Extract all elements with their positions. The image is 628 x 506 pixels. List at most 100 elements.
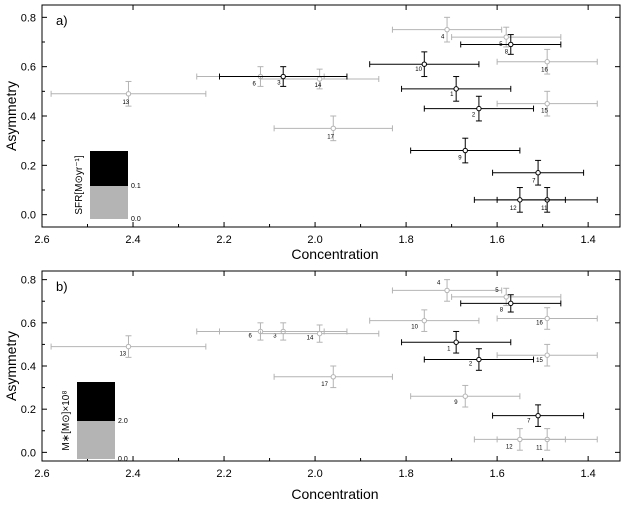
data-point-1: 1 [401, 76, 512, 102]
legend-level-high: 0.1 [131, 183, 141, 190]
data-point-12: 12 [473, 428, 566, 451]
x-tick-label: 1.6 [489, 234, 504, 246]
data-point-17: 17 [273, 115, 393, 142]
point-label: 14 [307, 336, 314, 342]
point-label: 12 [506, 444, 513, 450]
point-label: 9 [458, 156, 462, 162]
data-marker [421, 317, 427, 324]
data-marker [476, 105, 482, 112]
point-label: 16 [541, 68, 548, 74]
legend-swatch-light [90, 186, 128, 219]
y-tick-label: 0.6 [21, 62, 36, 74]
data-point-8: 8 [460, 34, 562, 55]
panel-label: a) [56, 13, 68, 28]
data-point-17: 17 [273, 365, 393, 389]
point-label: 12 [510, 206, 517, 212]
data-point-10: 10 [369, 51, 480, 78]
data-marker [453, 86, 459, 92]
x-tick-label: 2.6 [34, 468, 49, 480]
x-tick-label: 1.4 [580, 468, 595, 480]
x-tick-label: 1.4 [580, 234, 595, 246]
y-tick-label: 0.8 [21, 275, 36, 287]
data-point-10: 10 [369, 309, 480, 332]
data-point-9: 9 [410, 384, 521, 408]
y-tick-label: 0.4 [21, 361, 36, 373]
x-axis-title: Concentration [291, 486, 378, 502]
data-marker [125, 91, 132, 97]
data-marker [444, 287, 450, 294]
y-tick-label: 0.2 [21, 404, 36, 416]
x-tick-label: 2.4 [125, 468, 140, 480]
data-point-7: 7 [492, 159, 585, 186]
point-label: 4 [441, 35, 445, 41]
legend-level-low: 0.0 [118, 456, 128, 463]
data-point-4: 4 [391, 16, 503, 43]
y-tick-label: 0.4 [21, 111, 36, 123]
point-label: 11 [541, 206, 548, 212]
x-tick-label: 2.6 [34, 234, 49, 246]
y-axis-title: Asymmetry [3, 81, 19, 151]
data-point-14: 14 [259, 324, 380, 343]
data-marker [508, 300, 514, 307]
data-point-3: 3 [218, 66, 348, 87]
data-point-4: 4 [391, 279, 503, 302]
data-marker [508, 41, 514, 48]
data-point-15: 15 [496, 343, 598, 367]
data-marker [544, 100, 550, 107]
point-label: 10 [415, 67, 422, 73]
point-label: 1 [447, 346, 451, 352]
x-tick-label: 1.6 [489, 468, 504, 480]
panel-a: 2.6 2.4 2.2 2.0 1.8 1.6 1.4 0.0 0.2 0.4 0.6 0.8 Conc… [3, 4, 621, 262]
y-tick-label: 0.0 [21, 210, 36, 222]
x-tick-label: 2.4 [125, 234, 140, 246]
data-point-12: 12 [473, 187, 566, 213]
data-point-16: 16 [496, 307, 598, 330]
point-label: 9 [454, 400, 458, 406]
point-label: 3 [273, 333, 277, 339]
data-marker [535, 170, 541, 176]
data-marker [476, 356, 482, 363]
data-point-8: 8 [460, 294, 562, 313]
y-tick-label: 0.0 [21, 447, 36, 459]
point-label: 7 [532, 179, 536, 185]
data-point-13: 13 [50, 80, 207, 107]
point-label: 2 [469, 362, 473, 368]
point-label: 10 [411, 325, 418, 331]
point-label: 17 [327, 134, 334, 140]
point-label: 13 [122, 100, 129, 106]
data-marker [503, 34, 509, 40]
data-marker [517, 436, 523, 443]
data-marker [503, 294, 509, 300]
data-marker [125, 343, 132, 350]
point-label: 8 [500, 307, 504, 313]
legend-title: M∗[M⊙]×10⁸ [61, 390, 72, 450]
data-marker [330, 374, 336, 380]
data-marker [544, 315, 550, 322]
data-point-7: 7 [492, 404, 585, 427]
point-label: 15 [541, 109, 548, 115]
point-label: 3 [277, 81, 281, 87]
x-tick-label: 2.2 [216, 234, 231, 246]
legend-swatch-dark [77, 382, 115, 421]
legend-title: SFR[M⊙yr⁻¹] [74, 155, 85, 214]
point-label: 8 [505, 49, 509, 55]
point-label: 13 [119, 352, 126, 358]
point-label: 1 [450, 92, 454, 98]
point-label: 5 [499, 42, 503, 48]
data-point-5: 5 [451, 287, 562, 307]
data-marker [453, 339, 459, 345]
data-marker [316, 330, 323, 337]
data-point-2: 2 [423, 95, 535, 122]
point-label: 16 [536, 321, 543, 327]
data-marker [421, 61, 427, 67]
data-point-16: 16 [496, 48, 598, 75]
y-tick-label: 0.2 [21, 160, 36, 172]
point-label: 17 [321, 382, 328, 388]
data-point-1: 1 [401, 330, 512, 354]
x-tick-label: 2.0 [307, 234, 322, 246]
data-marker [462, 147, 468, 154]
point-label: 11 [536, 445, 543, 451]
legend-level-high: 2.0 [118, 418, 128, 425]
panel-b: 2.6 2.4 2.2 2.0 1.8 1.6 1.4 0.0 0.2 0.4 0.6 0.8 Conc… [3, 270, 621, 502]
